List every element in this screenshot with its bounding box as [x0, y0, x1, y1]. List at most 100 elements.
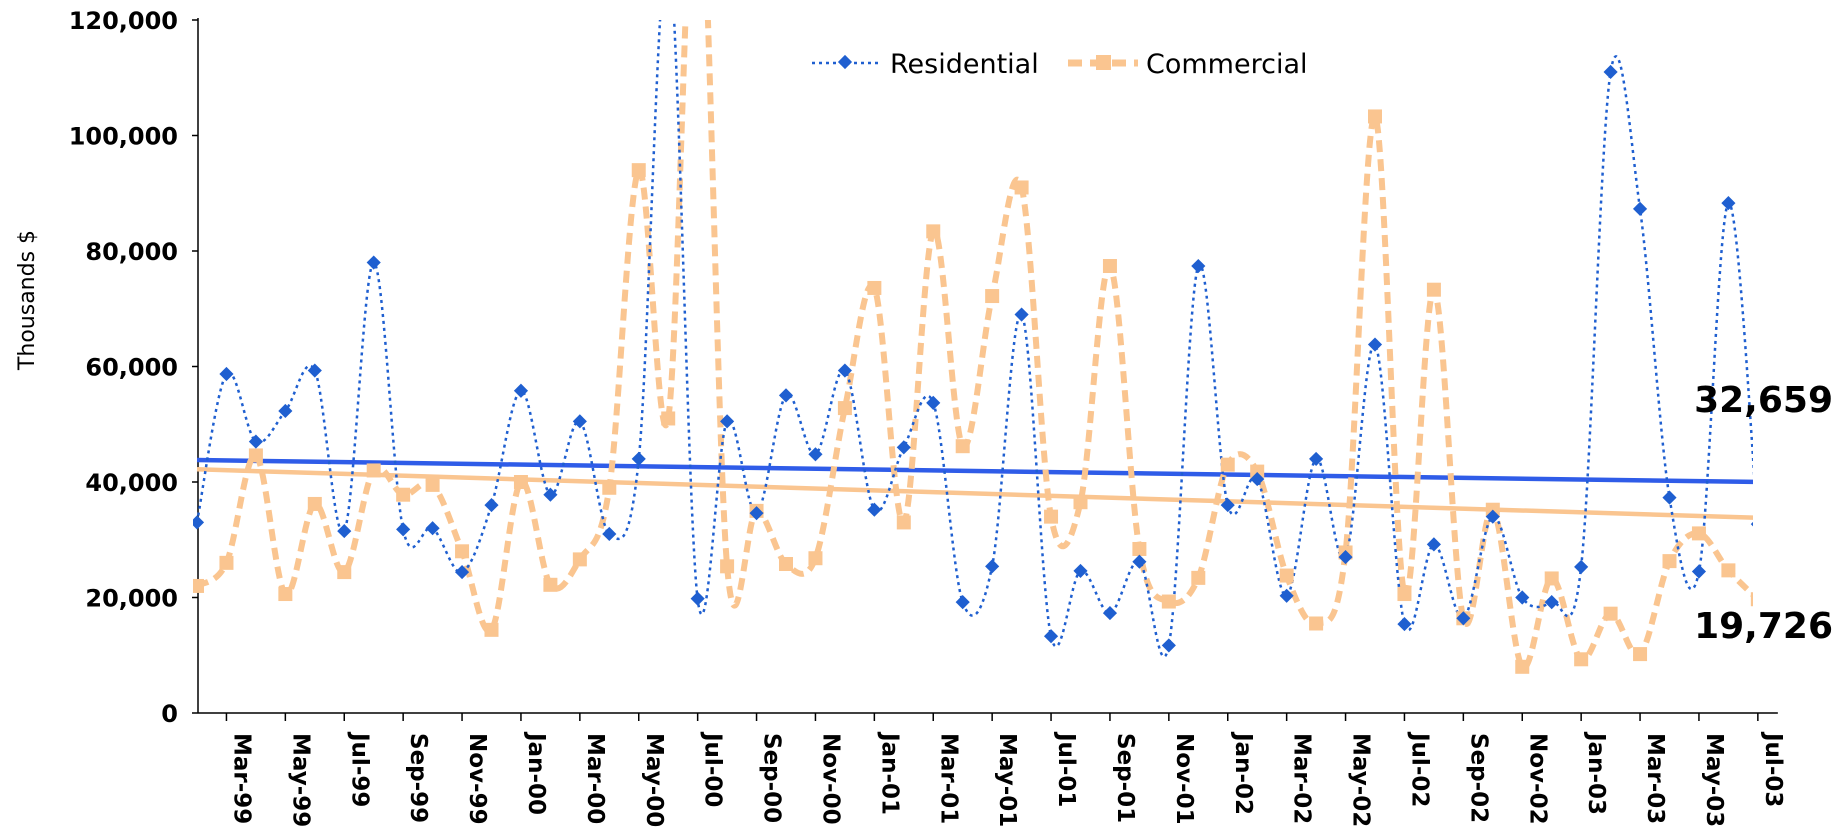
- data-point-residential: [307, 363, 322, 378]
- end-label-commercial: 19,726: [1694, 606, 1833, 647]
- legend-item-commercial: Commercial: [1068, 49, 1308, 80]
- x-tick-label: Jul-99: [346, 731, 372, 807]
- data-point-residential: [1367, 337, 1383, 352]
- data-point-commercial: [1515, 659, 1530, 674]
- y-axis-label: Thousands $: [15, 230, 40, 371]
- data-point-commercial: [1279, 568, 1294, 583]
- x-tick-label: Mar-01: [935, 733, 961, 824]
- x-tick-label: May-99: [287, 733, 313, 827]
- x-tick-label: Nov-02: [1524, 733, 1550, 825]
- data-point-residential: [720, 414, 735, 429]
- data-point-residential: [690, 591, 705, 606]
- y-tick-label: 120,000: [69, 7, 178, 35]
- data-point-commercial: [425, 477, 440, 492]
- x-tick-label: May-00: [641, 733, 667, 827]
- data-point-commercial: [543, 577, 558, 592]
- data-point-commercial: [219, 555, 234, 570]
- data-point-residential: [955, 595, 970, 610]
- series-lines: [195, 20, 1753, 671]
- data-point-commercial: [867, 280, 882, 295]
- data-point-commercial: [1220, 457, 1235, 472]
- x-tick-label: Sep-99: [405, 733, 431, 823]
- y-tick-label: 20,000: [85, 585, 178, 613]
- y-tick-label: 100,000: [69, 123, 178, 151]
- x-tick-label: Nov-99: [464, 733, 490, 825]
- y-axis-ticks: 0 20,000 40,000 60,000 80,000 100,000 120,000: [69, 7, 198, 728]
- data-point-residential: [1279, 588, 1294, 603]
- data-point-residential: [1132, 554, 1147, 569]
- data-point-commercial: [1603, 606, 1618, 621]
- data-point-commercial: [1397, 587, 1412, 602]
- y-tick-label: 80,000: [85, 238, 178, 266]
- data-point-residential: [572, 414, 587, 429]
- data-point-residential: [1632, 201, 1648, 216]
- series-line-residential: [195, 20, 1753, 658]
- data-point-residential: [1603, 64, 1618, 80]
- legend: Residential Commercial: [812, 49, 1308, 80]
- data-point-residential: [1691, 564, 1707, 579]
- data-point-residential: [1485, 509, 1500, 524]
- data-point-commercial: [1426, 282, 1441, 297]
- data-point-residential: [985, 559, 1000, 574]
- data-point-commercial: [307, 496, 322, 511]
- x-tick-label: Mar-00: [582, 733, 608, 824]
- data-point-residential: [1191, 258, 1206, 274]
- x-tick-label: May-03: [1701, 733, 1727, 827]
- end-label-residential: 32,659: [1694, 380, 1833, 421]
- legend-label-residential: Residential: [890, 49, 1039, 80]
- data-point-residential: [1043, 629, 1059, 644]
- data-point-commercial: [1574, 652, 1589, 667]
- data-point-commercial: [1102, 259, 1117, 274]
- data-point-commercial: [193, 578, 204, 593]
- data-point-commercial: [1073, 495, 1088, 510]
- x-tick-label: Sep-01: [1112, 733, 1138, 823]
- x-tick-label: Nov-01: [1171, 733, 1197, 825]
- data-point-commercial: [396, 487, 411, 502]
- data-point-commercial: [1132, 541, 1147, 556]
- data-point-residential: [513, 383, 529, 398]
- data-point-residential: [1161, 638, 1176, 653]
- data-point-commercial: [484, 622, 499, 637]
- x-tick-label: Nov-00: [817, 733, 843, 825]
- x-axis-ticks: Mar-99 May-99 Jul-99 Sep-99 Nov-99 Jan-00 Mar-…: [225, 713, 1786, 827]
- data-point-residential: [484, 498, 499, 513]
- data-point-residential: [248, 434, 263, 449]
- x-tick-label: Jul-03: [1760, 731, 1786, 807]
- data-point-commercial: [1191, 570, 1206, 585]
- x-tick-label: Jan-03: [1583, 731, 1609, 815]
- data-point-commercial: [248, 448, 263, 463]
- data-point-commercial: [1368, 109, 1382, 124]
- data-point-residential: [366, 255, 381, 270]
- x-tick-label: Jul-02: [1406, 731, 1432, 807]
- x-tick-label: Sep-00: [759, 733, 785, 823]
- data-point-commercial: [513, 475, 528, 489]
- legend-marker-commercial: [1096, 55, 1111, 70]
- data-point-residential: [396, 522, 411, 537]
- data-point-commercial: [1014, 180, 1029, 195]
- data-point-residential: [1426, 537, 1441, 552]
- data-point-residential: [278, 403, 293, 419]
- data-point-residential: [837, 363, 852, 378]
- data-point-commercial: [1250, 464, 1265, 479]
- data-point-residential: [1338, 550, 1353, 565]
- x-tick-label: Jan-01: [876, 731, 902, 815]
- data-point-residential: [193, 515, 205, 530]
- data-point-commercial: [631, 163, 646, 178]
- data-point-commercial: [1633, 647, 1648, 662]
- data-point-commercial: [278, 587, 293, 602]
- data-point-commercial: [1161, 594, 1176, 609]
- data-point-commercial: [808, 551, 823, 566]
- data-point-residential: [1250, 472, 1265, 487]
- data-point-commercial: [1750, 592, 1753, 607]
- data-point-commercial: [1662, 554, 1677, 569]
- data-point-commercial: [1544, 571, 1559, 586]
- x-tick-label: Mar-99: [228, 733, 254, 824]
- y-tick-label: 0: [161, 700, 178, 728]
- data-point-commercial: [1721, 563, 1736, 578]
- data-point-commercial: [955, 439, 970, 454]
- x-tick-label: May-02: [1348, 733, 1374, 827]
- data-point-residential: [337, 524, 352, 539]
- data-point-residential: [631, 451, 646, 466]
- data-point-residential: [454, 565, 470, 580]
